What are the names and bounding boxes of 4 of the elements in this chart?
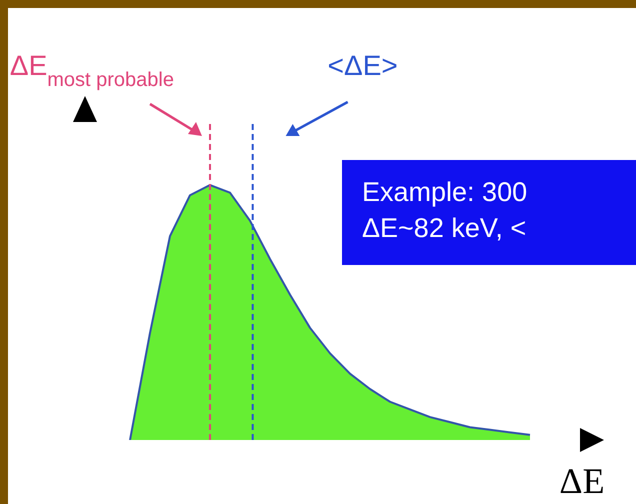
text: <ΔE> [328, 50, 398, 81]
x-axis-title: ΔE [559, 461, 605, 501]
text: ΔE$_{most probable}$ [10, 50, 174, 91]
text-box: Example: 300 ΔE~82 keV, < [342, 160, 636, 265]
